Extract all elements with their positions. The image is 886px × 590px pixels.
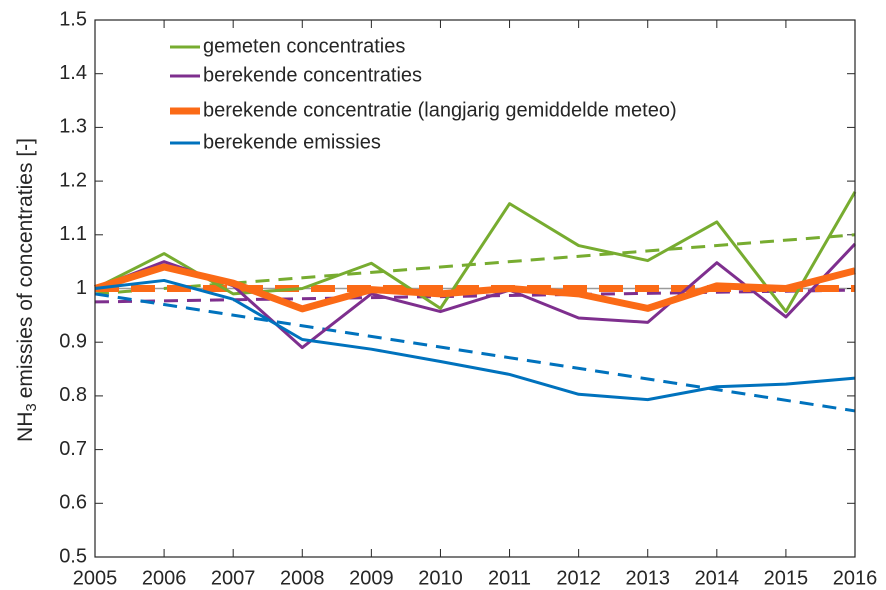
axes-box — [94, 19, 856, 558]
legend-label: berekende emissies — [203, 131, 381, 153]
x-tick-label: 2006 — [142, 567, 187, 589]
y-tick-label: 0.7 — [59, 438, 87, 460]
y-tick-label: 1.4 — [59, 62, 87, 84]
y-tick-label: 1.3 — [59, 116, 87, 138]
legend-label: berekende concentratie (langjarig gemidd… — [203, 99, 677, 121]
y-tick-label: 0.9 — [59, 330, 87, 352]
x-tick-label: 2008 — [280, 567, 325, 589]
legend-label: berekende concentraties — [203, 64, 422, 86]
x-tick-label: 2012 — [556, 567, 601, 589]
y-tick-label: 1 — [76, 277, 87, 299]
x-tick-label: 2009 — [349, 567, 394, 589]
y-label-subscript: 3 — [23, 403, 40, 411]
y-tick-label: 0.8 — [59, 384, 87, 406]
trend-line — [94, 292, 856, 413]
series-line — [94, 278, 856, 402]
y-label-part: NH — [14, 412, 37, 442]
y-tick-label: 1.5 — [59, 8, 87, 30]
x-tick-label: 2007 — [211, 567, 256, 589]
x-tick-label: 2010 — [418, 567, 463, 589]
legend-label: gemeten concentraties — [203, 35, 405, 57]
x-tick-label: 2015 — [764, 567, 809, 589]
x-tick-label: 2016 — [833, 567, 878, 589]
y-tick-label: 1.1 — [59, 223, 87, 245]
y-tick-label: 0.5 — [59, 545, 87, 567]
y-axis-label: NH3 emissies of concentraties [-] — [14, 138, 40, 442]
x-tick-label: 2014 — [695, 567, 740, 589]
x-tick-label: 2005 — [73, 567, 118, 589]
y-label-part: emissies of concentraties [-] — [14, 138, 37, 398]
trend-line — [94, 288, 856, 304]
series-line — [93, 263, 856, 313]
x-tick-label: 2011 — [488, 567, 531, 589]
y-tick-label: 1.2 — [59, 169, 87, 191]
x-tick-label: 2013 — [625, 567, 670, 589]
series-line — [94, 191, 857, 314]
y-tick-label: 0.6 — [59, 492, 87, 514]
